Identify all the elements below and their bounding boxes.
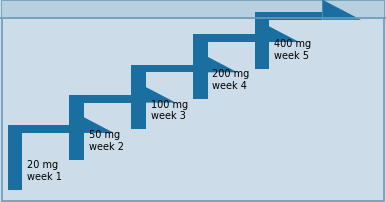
Text: 20 mg
week 1: 20 mg week 1 xyxy=(27,160,62,182)
Text: 400 mg
week 5: 400 mg week 5 xyxy=(274,39,311,61)
Bar xyxy=(8,125,22,190)
Bar xyxy=(131,65,199,72)
Polygon shape xyxy=(261,22,299,42)
Text: 200 mg
week 4: 200 mg week 4 xyxy=(212,69,250,91)
Bar xyxy=(69,95,137,103)
Bar xyxy=(131,65,146,129)
Bar xyxy=(193,34,208,99)
Polygon shape xyxy=(75,113,114,133)
Bar xyxy=(69,95,84,160)
Polygon shape xyxy=(322,0,361,20)
FancyBboxPatch shape xyxy=(2,1,384,19)
Bar xyxy=(193,34,261,42)
Polygon shape xyxy=(199,52,237,72)
Bar xyxy=(8,125,75,133)
Text: 100 mg
week 3: 100 mg week 3 xyxy=(151,100,188,121)
Bar xyxy=(255,12,322,20)
Bar xyxy=(255,12,269,69)
Text: 50 mg
week 2: 50 mg week 2 xyxy=(89,130,124,152)
Polygon shape xyxy=(137,82,176,103)
